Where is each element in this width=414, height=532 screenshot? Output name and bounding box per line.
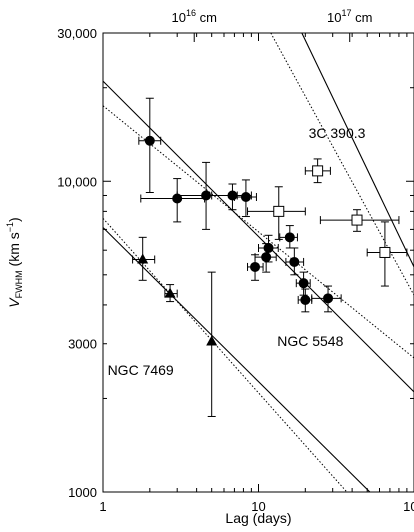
x-axis-label: Lag (days) xyxy=(225,510,291,526)
square-marker xyxy=(273,205,285,217)
circle-marker xyxy=(298,278,309,289)
y-tick-label: 1000 xyxy=(68,485,97,500)
circle-marker xyxy=(284,232,295,243)
dotted-fit-line xyxy=(103,105,414,359)
circle-marker xyxy=(261,252,272,263)
circle-marker xyxy=(201,190,212,201)
y-tick-label: 30,000 xyxy=(57,26,97,41)
square-marker xyxy=(312,165,324,177)
circle-marker xyxy=(144,135,155,146)
y-axis-label-unit-sup: −1 xyxy=(5,222,15,232)
solid-fit-line xyxy=(103,227,371,492)
triangle-marker xyxy=(164,287,176,298)
circle-marker xyxy=(172,193,183,204)
x-tick-label: 1 xyxy=(99,499,106,514)
y-axis-label-main: V xyxy=(6,297,22,308)
square-marker xyxy=(351,214,363,226)
y-tick-label: 3000 xyxy=(68,337,97,352)
x-tick-label: 100 xyxy=(403,499,414,514)
y-axis-label-unit: (km s xyxy=(6,232,22,270)
top-axis-label: 1017 cm xyxy=(327,8,372,25)
top-axis-label: 1016 cm xyxy=(171,8,216,25)
circle-marker xyxy=(240,191,251,202)
y-axis-label: VFWHM (km s−1) xyxy=(5,217,24,307)
circle-marker xyxy=(227,190,238,201)
series-label: NGC 7469 xyxy=(108,362,174,378)
triangle-marker xyxy=(206,335,218,346)
y-axis-label-sub: FWHM xyxy=(14,270,24,298)
circle-marker xyxy=(250,261,261,272)
series-label: NGC 5548 xyxy=(277,333,343,349)
x-tick-label: 10 xyxy=(251,499,265,514)
dotted-fit-line xyxy=(270,33,414,296)
data-markers xyxy=(137,135,391,346)
dotted-fit-line xyxy=(103,217,348,492)
annotation-labels: 3C 390.3 NGC 5548 NGC 7469 xyxy=(108,125,366,378)
solid-fit-line xyxy=(301,33,414,268)
square-marker xyxy=(379,246,391,258)
triangle-marker xyxy=(137,253,149,264)
circle-marker xyxy=(300,294,311,305)
y-tick-label: 10,000 xyxy=(57,174,97,189)
y-axis-label-unit-close: ) xyxy=(6,217,22,222)
circle-marker xyxy=(323,293,334,304)
circle-marker xyxy=(263,242,274,253)
axes: 1 10 100 1000 3000 10,000 30,000 1016 cm 1017 cm xyxy=(57,8,414,514)
series-label: 3C 390.3 xyxy=(309,125,366,141)
solid-fit-line xyxy=(103,80,414,393)
circle-marker xyxy=(289,256,300,267)
